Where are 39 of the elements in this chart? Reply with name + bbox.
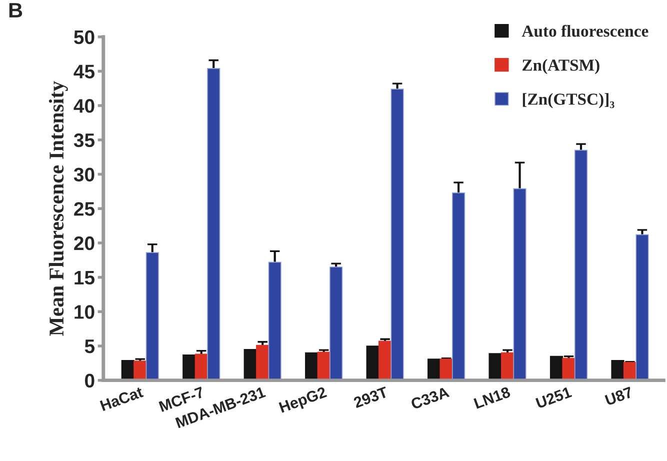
bar <box>488 353 502 380</box>
bar <box>574 150 588 380</box>
x-tick-label: U87 <box>604 386 634 406</box>
bar <box>390 88 404 380</box>
x-tick-label: LN18 <box>474 386 511 409</box>
text: B <box>9 3 22 18</box>
y-tick-label: 35 <box>74 133 95 148</box>
bar <box>452 192 466 380</box>
bar <box>134 360 147 380</box>
x-tick-label: HaCat <box>100 386 144 412</box>
y-tick-label: 15 <box>74 270 95 285</box>
y-tick-label: 20 <box>74 236 94 250</box>
bar <box>330 266 343 380</box>
y-tick-label: 25 <box>74 202 95 216</box>
y-tick-label: 10 <box>74 305 94 319</box>
y-tick-label: 0 <box>85 374 94 388</box>
bar <box>636 234 649 380</box>
bar <box>440 358 453 380</box>
y-tick-label: 45 <box>74 64 95 78</box>
bar <box>500 352 514 380</box>
legend-label: [Zn(GTSC)]₃ <box>522 93 614 108</box>
bar <box>562 358 576 380</box>
bar <box>513 188 526 380</box>
y-tick-label: 50 <box>74 30 94 44</box>
bar <box>207 68 220 380</box>
y-tick-label: 40 <box>74 99 94 113</box>
y-tick-label: 30 <box>74 168 94 182</box>
bar <box>146 252 159 380</box>
x-tick-label: C33A <box>410 386 450 410</box>
legend-label: Zn(ATSM) <box>522 59 600 74</box>
bar <box>378 340 392 380</box>
bar <box>317 352 330 380</box>
y-axis-title: Mean Fluorescence Intensity <box>48 81 68 336</box>
bar <box>256 344 270 380</box>
legend-label: Auto fluorescence <box>522 24 648 37</box>
x-tick-label: 293T <box>352 386 389 408</box>
x-tick-label: U251 <box>535 386 572 409</box>
y-tick-label: 5 <box>84 340 95 354</box>
bar <box>268 262 282 380</box>
